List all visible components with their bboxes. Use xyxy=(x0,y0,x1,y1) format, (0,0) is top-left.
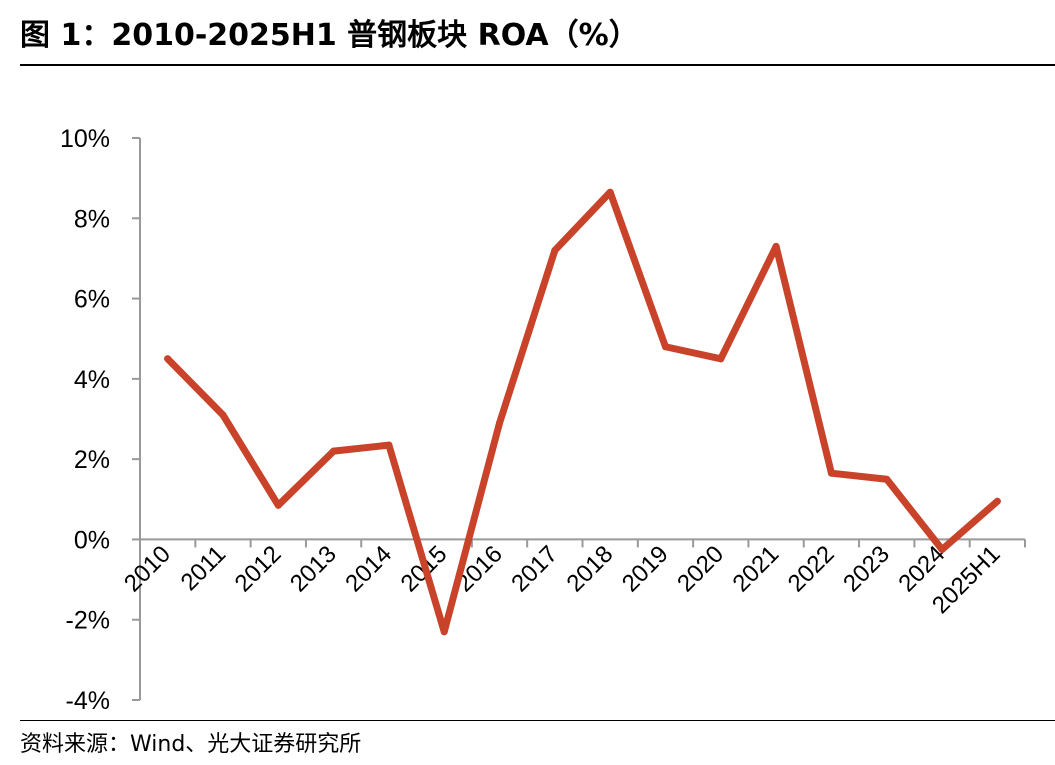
data-point xyxy=(883,475,891,483)
data-point xyxy=(772,242,780,250)
data-point xyxy=(164,355,172,363)
x-axis: 2010 201120122013201420152016201720182019… xyxy=(119,538,1026,619)
y-tick-label: 0% xyxy=(74,526,110,554)
chart-title: 图 1：2010-2025H1 普钢板块 ROA（%） xyxy=(20,18,639,53)
data-point xyxy=(496,419,504,427)
x-tick-label: 2018 xyxy=(562,541,619,598)
data-point xyxy=(993,497,1001,505)
x-tick-label: 2023 xyxy=(838,541,895,598)
data-point xyxy=(717,355,725,363)
x-tick-label: 2022 xyxy=(783,541,840,598)
x-tick-label: 2011 xyxy=(176,541,232,597)
data-point xyxy=(551,246,559,254)
y-tick-label: 2% xyxy=(74,446,110,474)
roa-series-line xyxy=(164,188,1001,636)
x-tick-label: 2019 xyxy=(617,541,674,598)
x-tick-label: 2012 xyxy=(230,541,287,598)
y-tick-label: -2% xyxy=(66,607,110,635)
source-note: 资料来源：Wind、光大证券研究所 xyxy=(20,732,362,757)
x-tick-label: 2010 xyxy=(119,541,176,598)
y-tick-label: 4% xyxy=(74,366,110,394)
data-point xyxy=(274,501,282,509)
roa-line-chart: -4% -2% 0% 2% 4% 6% 8% 10% 2010 2011201220132014… xyxy=(60,125,1026,715)
x-tick-label: 2013 xyxy=(285,541,342,598)
data-point xyxy=(606,188,614,196)
x-tick-label: 2021 xyxy=(727,541,784,598)
data-point xyxy=(661,343,669,351)
data-point xyxy=(827,469,835,477)
x-tick-label: 2017 xyxy=(506,541,563,598)
footer-divider xyxy=(20,720,1055,721)
y-tick-label: 10% xyxy=(60,125,110,153)
x-tick-label: 2020 xyxy=(672,541,729,598)
y-axis: -4% -2% 0% 2% 4% 6% 8% 10% xyxy=(60,125,141,715)
title-divider xyxy=(20,64,1055,66)
y-tick-label: 8% xyxy=(74,205,110,233)
data-point xyxy=(219,411,227,419)
data-point xyxy=(938,545,946,553)
x-tick-label: 2014 xyxy=(340,541,397,598)
series-group xyxy=(164,188,1001,636)
data-point xyxy=(385,441,393,449)
y-tick-label: 6% xyxy=(74,286,110,314)
data-point xyxy=(440,628,448,636)
y-tick-label: -4% xyxy=(66,687,110,715)
data-point xyxy=(330,447,338,455)
